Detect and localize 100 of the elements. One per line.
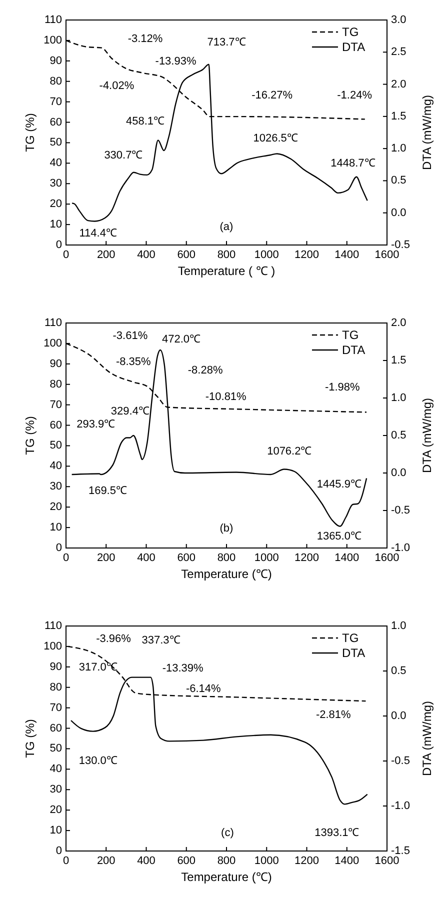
y2-tick-label: 0.5 — [391, 665, 406, 677]
annotation: 472.0℃ — [162, 333, 201, 346]
x-tick-label: 400 — [137, 855, 156, 867]
x-axis-title: Temperature (℃) — [181, 567, 272, 581]
x-tick-label: 1200 — [294, 855, 319, 867]
annotation: 713.7℃ — [207, 36, 246, 49]
y2-tick-label: 1.0 — [391, 392, 406, 404]
y-tick-label: 0 — [56, 542, 62, 554]
y-tick-label: 0 — [56, 845, 62, 857]
y-tick-label: 90 — [50, 54, 62, 67]
x-tick-label: 600 — [177, 855, 196, 867]
annotation: 1448.7℃ — [330, 158, 376, 170]
y-tick-label: 60 — [50, 116, 62, 128]
annotation: 130.0℃ — [78, 754, 118, 767]
annotation: 1076.2℃ — [267, 445, 312, 458]
y2-axis-title: DTA (mW/mg) — [420, 700, 434, 776]
y-tick-label: 110 — [44, 620, 62, 632]
y-tick-label: 110 — [44, 14, 62, 26]
y-tick-label: 70 — [50, 96, 62, 108]
x-tick-label: 800 — [217, 855, 236, 867]
y-axis-title: TG (%) — [23, 416, 37, 455]
annotation: 330.7℃ — [104, 149, 143, 162]
x-tick-label: 1600 — [374, 249, 400, 261]
y-axis-title: TG (%) — [23, 719, 37, 758]
y2-tick-label: 0.0 — [391, 710, 406, 722]
x-tick-label: 1000 — [254, 552, 279, 564]
y-tick-label: 40 — [50, 157, 62, 170]
y2-tick-label: 1.0 — [391, 142, 406, 155]
annotation: -13.93% — [155, 56, 196, 68]
y-tick-label: 10 — [50, 522, 62, 534]
y-tick-label: 10 — [50, 824, 62, 837]
y-tick-label: 80 — [50, 378, 62, 390]
x-tick-label: 400 — [137, 552, 156, 564]
annotation: -4.02% — [99, 80, 134, 92]
y2-axis-title: DTA (mW/mg) — [420, 398, 434, 474]
annotation: (c) — [221, 827, 234, 840]
x-tick-label: 1000 — [254, 855, 279, 867]
y2-tick-label: 2.0 — [391, 317, 406, 329]
annotation: (b) — [220, 522, 234, 535]
y2-tick-label: -0.5 — [391, 239, 410, 251]
x-axis-title: Temperature (℃) — [181, 870, 272, 884]
annotation: -1.24% — [337, 89, 372, 102]
y-tick-label: 60 — [50, 419, 62, 432]
annotation: -3.12% — [128, 32, 163, 45]
annotation: -16.27% — [252, 89, 293, 102]
y-tick-label: 100 — [44, 34, 62, 46]
y-tick-label: 80 — [50, 681, 62, 694]
x-tick-label: 1600 — [374, 552, 400, 564]
y-tick-label: 60 — [50, 722, 62, 734]
y2-tick-label: 0.5 — [391, 174, 406, 187]
x-tick-label: 200 — [96, 249, 116, 261]
y-tick-label: 30 — [50, 784, 62, 796]
annotation: -13.39% — [162, 662, 204, 674]
y2-tick-label: -0.5 — [391, 755, 410, 767]
annotation: 329.4℃ — [110, 405, 150, 418]
x-tick-label: 800 — [217, 552, 236, 564]
annotation: -3.61% — [112, 330, 148, 342]
legend-label: DTA — [342, 646, 366, 660]
legend-label: DTA — [342, 343, 366, 357]
y-tick-label: 50 — [50, 742, 62, 755]
x-tick-label: 200 — [96, 855, 116, 867]
y2-tick-label: 0.5 — [391, 430, 406, 442]
x-tick-label: 1400 — [334, 855, 360, 867]
annotation: -3.96% — [96, 633, 132, 646]
y2-tick-label: 0.0 — [391, 467, 406, 479]
y2-axis-title: DTA (mW/mg) — [420, 94, 434, 170]
x-tick-label: 1200 — [294, 552, 319, 564]
x-tick-label: 1200 — [294, 249, 319, 261]
annotation: 1393.1℃ — [314, 827, 360, 840]
annotation: 114.4℃ — [79, 227, 117, 240]
y-tick-label: 10 — [50, 218, 62, 231]
x-tick-label: 1400 — [334, 552, 360, 564]
y-tick-label: 90 — [50, 660, 62, 673]
x-tick-label: 1600 — [374, 855, 400, 867]
y2-tick-label: -1.5 — [391, 845, 410, 857]
x-tick-label: 200 — [96, 552, 116, 564]
y-tick-label: 80 — [50, 75, 62, 88]
annotation: 169.5℃ — [88, 485, 127, 498]
legend-label: DTA — [342, 40, 366, 54]
y2-tick-label: 2.5 — [391, 46, 406, 58]
annotation: 337.3℃ — [142, 634, 180, 647]
annotation: 1026.5℃ — [253, 132, 298, 145]
y2-tick-label: -1.0 — [391, 800, 410, 812]
y-tick-label: 20 — [50, 501, 62, 514]
y-tick-label: 30 — [50, 178, 62, 190]
annotation: -6.14% — [186, 683, 222, 695]
annotation: -10.81% — [205, 390, 247, 403]
annotation: 1365.0℃ — [316, 530, 362, 543]
y2-tick-label: 2.0 — [391, 78, 406, 90]
annotation: (a) — [220, 220, 234, 233]
y2-tick-label: -1.0 — [391, 542, 410, 554]
x-tick-label: 1400 — [334, 249, 360, 261]
y2-tick-label: 3.0 — [391, 14, 406, 26]
annotation: 458.1℃ — [126, 115, 165, 128]
y-tick-label: 90 — [50, 358, 62, 370]
y-tick-label: 30 — [50, 480, 62, 493]
annotation: 293.9℃ — [76, 418, 116, 430]
annotation: -1.98% — [324, 382, 360, 394]
annotation: 1445.9℃ — [316, 478, 362, 491]
y-tick-label: 70 — [50, 702, 62, 714]
